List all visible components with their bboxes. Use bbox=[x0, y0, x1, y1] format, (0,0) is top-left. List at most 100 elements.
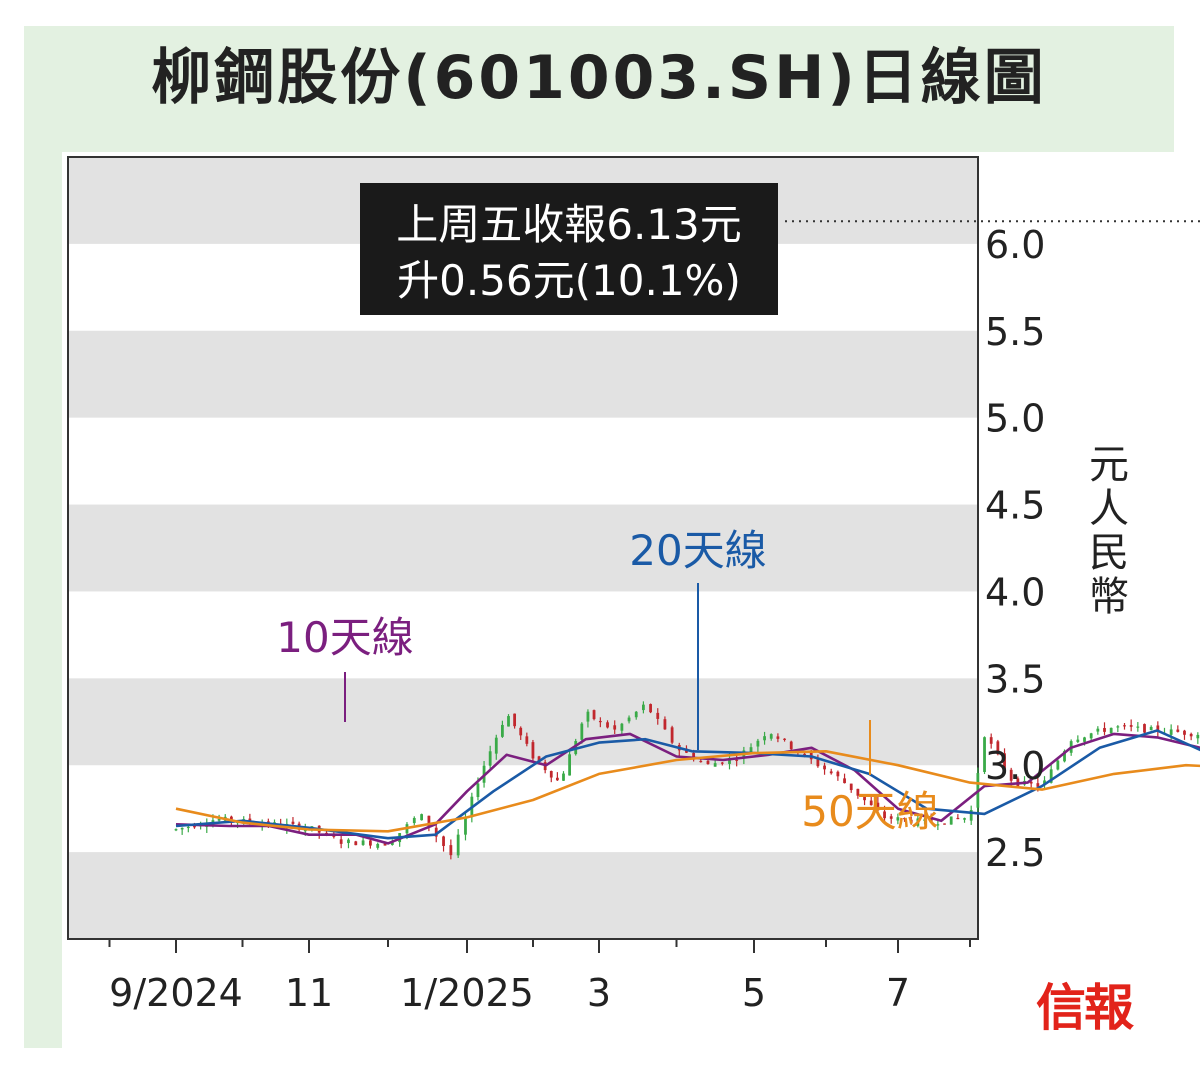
candle-body bbox=[412, 817, 416, 824]
candle-body bbox=[488, 751, 492, 766]
candle-body bbox=[969, 810, 973, 821]
candle-body bbox=[803, 753, 806, 756]
candle-body bbox=[720, 762, 724, 764]
candle-body bbox=[1029, 781, 1033, 784]
candle-body bbox=[1196, 734, 1200, 739]
candle-body bbox=[434, 827, 438, 837]
y-tick-label: 2.5 bbox=[985, 831, 1045, 875]
candle-body bbox=[670, 727, 674, 743]
candle-body bbox=[763, 736, 766, 741]
candle-body bbox=[549, 770, 553, 778]
candle-body bbox=[829, 771, 833, 774]
candle-body bbox=[1143, 724, 1146, 733]
candle-body bbox=[376, 843, 380, 848]
candle-body bbox=[606, 722, 609, 728]
candle-body bbox=[369, 840, 372, 846]
candle-body bbox=[354, 841, 358, 846]
candle-body bbox=[1049, 769, 1053, 783]
candle-body bbox=[568, 754, 572, 776]
series-label-3: 50天線 bbox=[801, 787, 938, 836]
candle-body bbox=[180, 827, 184, 830]
candle-body bbox=[1189, 733, 1193, 737]
candle-body bbox=[1063, 750, 1066, 762]
candle-body bbox=[1123, 725, 1126, 727]
candle-body bbox=[464, 817, 467, 835]
series-label-2: 20天線 bbox=[629, 526, 766, 575]
x-tick-label: 11 bbox=[285, 971, 333, 1015]
candle-body bbox=[1089, 733, 1093, 739]
candle-body bbox=[1149, 726, 1153, 731]
candle-body bbox=[217, 819, 221, 821]
candle-body bbox=[193, 826, 196, 828]
candle-body bbox=[816, 759, 820, 767]
candle-body bbox=[843, 778, 846, 784]
candle-body bbox=[420, 814, 424, 821]
y-tick-label: 6.0 bbox=[985, 223, 1045, 267]
candle-body bbox=[613, 725, 617, 730]
candle-body bbox=[963, 818, 966, 820]
grid-band bbox=[68, 678, 978, 766]
candle-body bbox=[916, 818, 920, 826]
candle-body bbox=[519, 727, 523, 736]
candle-body bbox=[390, 841, 394, 845]
ma-line-3 bbox=[175, 750, 1200, 833]
candle-body bbox=[663, 719, 667, 730]
candle-body bbox=[1156, 725, 1160, 732]
candle-body bbox=[749, 747, 753, 753]
candle-body bbox=[580, 723, 584, 740]
grid-band bbox=[68, 504, 978, 592]
candle-body bbox=[634, 711, 638, 718]
series-label-1: 10天線 bbox=[276, 613, 413, 662]
candle-body bbox=[1003, 753, 1006, 770]
candle-body bbox=[849, 783, 853, 791]
y-tick-label: 5.5 bbox=[985, 310, 1045, 354]
candle-body bbox=[620, 723, 624, 731]
candle-body bbox=[339, 839, 343, 844]
candle-body bbox=[1043, 780, 1046, 786]
candle-body bbox=[1076, 739, 1080, 742]
y-tick-label: 3.5 bbox=[985, 657, 1045, 701]
candle-body bbox=[929, 818, 933, 823]
candle-body bbox=[1056, 760, 1060, 770]
candle-body bbox=[586, 711, 590, 722]
candle-body bbox=[1169, 729, 1173, 735]
candle-body bbox=[562, 773, 565, 781]
candle-body bbox=[347, 839, 350, 844]
y-tick-label: 5.0 bbox=[985, 397, 1045, 441]
candle-body bbox=[1136, 726, 1140, 728]
candle-body bbox=[903, 818, 906, 820]
candle-body bbox=[883, 811, 886, 819]
candle-body bbox=[476, 783, 480, 798]
candle-body bbox=[513, 713, 517, 727]
candle-body bbox=[789, 741, 793, 750]
candle-body bbox=[856, 788, 860, 796]
x-tick-label: 7 bbox=[886, 971, 910, 1015]
candle-body bbox=[896, 817, 900, 821]
candle-body bbox=[769, 734, 773, 739]
candle-body bbox=[1129, 725, 1133, 727]
grid-band bbox=[68, 852, 978, 939]
candle-body bbox=[449, 845, 453, 856]
candle-body bbox=[531, 742, 535, 759]
candle-body bbox=[592, 710, 596, 720]
candle-body bbox=[500, 724, 504, 737]
callout-line-1: 上周五收報6.13元 bbox=[396, 200, 742, 249]
candle-body bbox=[427, 815, 431, 828]
candle-body bbox=[525, 736, 529, 744]
candle-body bbox=[1116, 726, 1120, 728]
candle-body bbox=[783, 738, 786, 740]
callout-box bbox=[360, 183, 778, 315]
x-tick-label: 9/2024 bbox=[109, 971, 243, 1015]
candle-body bbox=[943, 823, 946, 825]
candle-body bbox=[1103, 728, 1106, 732]
y-axis-title-char: 元 bbox=[1089, 442, 1129, 488]
candle-body bbox=[456, 834, 460, 856]
candle-body bbox=[1009, 769, 1013, 781]
callout-line-2: 升0.56元(10.1%) bbox=[397, 256, 741, 305]
plot-border bbox=[67, 156, 979, 940]
candle-body bbox=[823, 765, 826, 770]
candle-body bbox=[996, 741, 1000, 755]
candle-body bbox=[876, 802, 880, 811]
candle-body bbox=[983, 737, 986, 772]
